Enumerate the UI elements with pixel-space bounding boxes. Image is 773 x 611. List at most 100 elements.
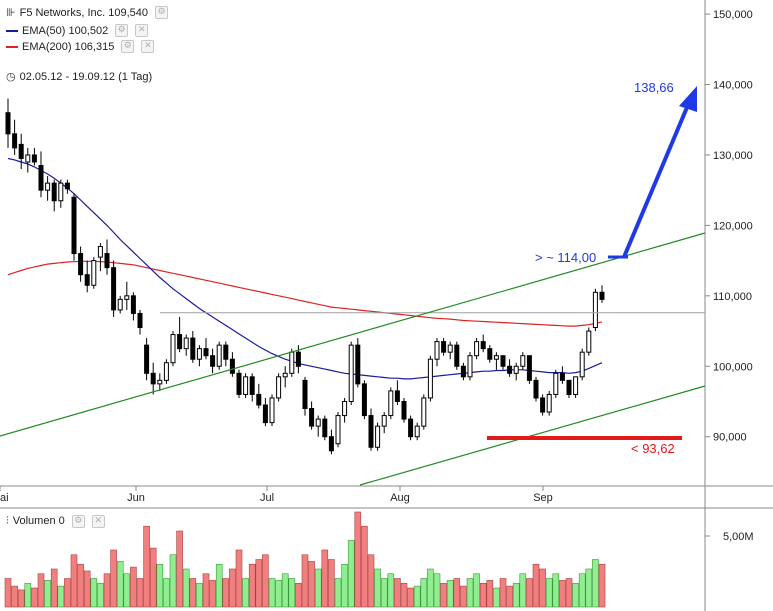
volume-bar — [163, 578, 170, 608]
candle-body — [573, 376, 579, 395]
candle-body — [84, 274, 90, 286]
close-icon[interactable]: ✕ — [141, 40, 155, 53]
candle-body — [163, 362, 169, 381]
settings-icon[interactable]: ⚙ — [71, 514, 85, 528]
candle-body — [190, 337, 196, 360]
volume-bar — [361, 525, 368, 608]
volume-bar — [552, 573, 560, 608]
volume-bar — [275, 580, 282, 608]
candle-body — [342, 400, 348, 417]
volume-bar — [182, 568, 190, 608]
volume-bar — [347, 540, 355, 608]
volume-bar — [143, 525, 150, 608]
volume-bar — [380, 578, 388, 608]
volume-bar — [519, 573, 527, 608]
instrument-title: F5 Networks, Inc. 109,540 — [19, 6, 148, 19]
chart-type-icon[interactable]: ⊪ — [6, 6, 16, 19]
settings-icon[interactable]: ⚙ — [121, 40, 135, 53]
y-tick-label: 110,000 — [713, 291, 752, 303]
volume-bar — [248, 563, 256, 608]
volume-bar — [545, 578, 553, 608]
candle-body — [474, 341, 480, 357]
volume-bar — [367, 554, 375, 608]
volume-bar — [578, 573, 586, 608]
volume-bar — [341, 563, 348, 608]
volume-bar — [295, 582, 302, 608]
volume-bar — [479, 582, 487, 608]
ema200-label: EMA(200) 106,315 — [22, 40, 115, 53]
volume-bar — [572, 582, 579, 608]
candle-body — [276, 376, 282, 399]
volume-bar — [156, 563, 164, 608]
volume-bar — [321, 549, 329, 608]
candle-body — [5, 112, 11, 135]
candle-body — [111, 267, 117, 311]
candle-body — [355, 344, 361, 385]
close-icon[interactable]: ✕ — [135, 24, 149, 37]
upper-trend-line — [0, 232, 706, 437]
volume-bar — [136, 578, 144, 608]
ema50-label: EMA(50) 100,502 — [22, 24, 109, 37]
candle-body — [262, 404, 268, 424]
candle-body — [533, 379, 539, 399]
volume-bar — [565, 578, 573, 608]
candle-body — [25, 154, 31, 163]
volume-bar — [229, 568, 236, 608]
target-label: 138,66 — [634, 80, 674, 95]
ema200-legend: EMA(200) 106,315 ⚙ ✕ — [6, 40, 155, 53]
volume-bar — [532, 563, 540, 608]
ema50-legend: EMA(50) 100,502 ⚙ ✕ — [6, 24, 149, 37]
candle-body — [51, 182, 57, 202]
candle-body — [210, 355, 216, 367]
y-tick-label: 150,000 — [713, 9, 753, 21]
volume-bar — [328, 559, 335, 608]
candle-body — [599, 291, 605, 300]
volume-bar — [407, 587, 414, 608]
candle-body — [348, 344, 354, 402]
volume-bar — [598, 563, 606, 608]
volume-bar — [512, 582, 520, 608]
clock-icon[interactable]: ◷ — [6, 70, 16, 83]
candle-body — [104, 253, 110, 269]
candle-body — [243, 376, 249, 395]
candle-body — [586, 330, 592, 353]
candle-body — [559, 372, 565, 381]
volume-bar — [433, 573, 441, 608]
candle-body — [183, 337, 189, 350]
volume-bar — [592, 559, 599, 608]
volume-bar — [466, 578, 474, 608]
volume-bar — [420, 578, 428, 608]
close-icon[interactable]: ✕ — [91, 514, 105, 528]
volume-bar — [57, 585, 65, 608]
volume-bar — [334, 578, 342, 608]
volume-bar — [64, 578, 71, 608]
candle-body — [249, 376, 255, 395]
settings-icon[interactable]: ⚙ — [155, 6, 168, 19]
volume-tick-label: 5,00M — [723, 531, 754, 543]
candle-body — [546, 393, 552, 413]
volume-icon[interactable]: ⫶ — [6, 514, 9, 527]
volume-bar — [103, 573, 111, 608]
candle-body — [282, 372, 288, 378]
settings-icon[interactable]: ⚙ — [115, 24, 129, 37]
volume-bar — [559, 580, 566, 608]
period-label: 02.05.12 - 19.09.12 (1 Tag) — [19, 70, 153, 83]
target-arrow-shaft — [622, 104, 690, 258]
instrument-legend: ⊪ F5 Networks, Inc. 109,540 ⚙ — [6, 6, 168, 19]
candle-body — [500, 355, 506, 367]
candle-body — [295, 351, 301, 367]
candle-body — [144, 344, 150, 374]
candle-body — [309, 408, 315, 427]
y-tick-label: 100,000 — [713, 361, 753, 373]
volume-bar — [493, 587, 500, 608]
volume-bar — [222, 578, 230, 608]
period-legend: ◷ 02.05.12 - 19.09.12 (1 Tag) — [6, 70, 152, 83]
candle-body — [493, 355, 499, 360]
ema200-line — [7, 260, 603, 327]
volume-bar — [473, 573, 480, 608]
candle-body — [414, 425, 420, 438]
y-tick-label: 140,000 — [713, 80, 753, 92]
support-label: < 93,62 — [631, 441, 675, 456]
volume-bar — [506, 585, 513, 608]
ema200-swatch — [6, 45, 18, 48]
